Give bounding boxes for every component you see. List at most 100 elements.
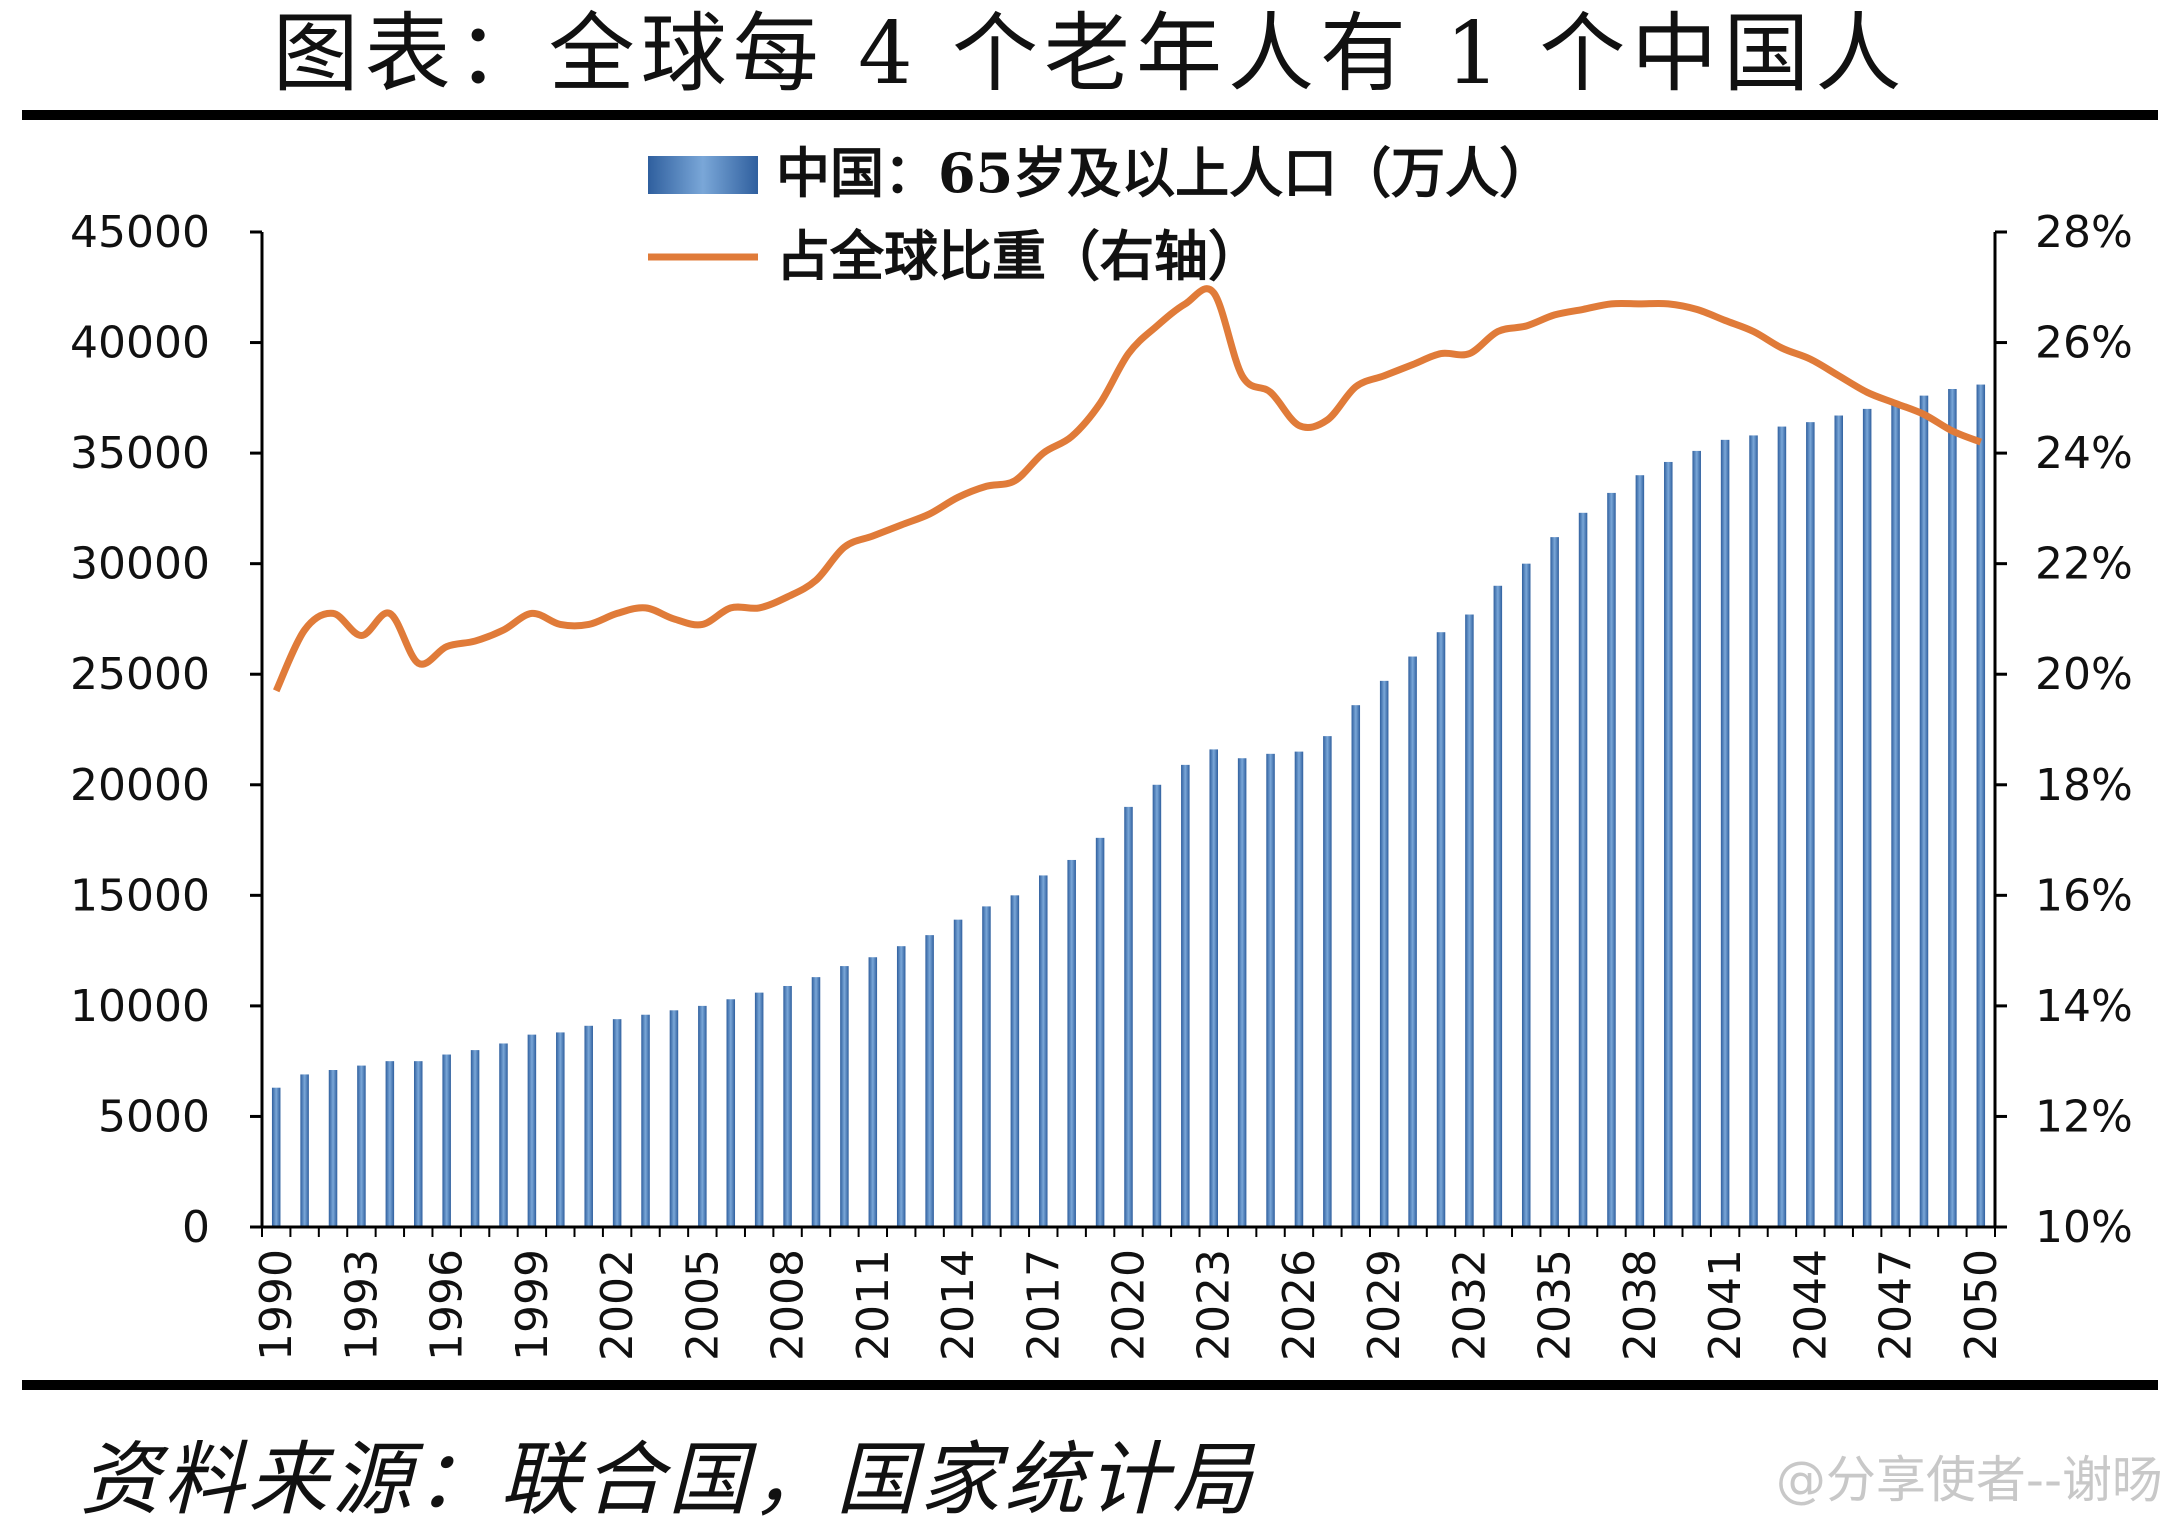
chart-title: 图表：全球每 4 个老年人有 1 个中国人 bbox=[272, 4, 1908, 104]
left-axis-tick-label: 15000 bbox=[70, 870, 210, 921]
x-axis-tick-label: 2032 bbox=[1444, 1249, 1495, 1361]
bar bbox=[1181, 764, 1190, 1227]
right-axis-tick-label: 26% bbox=[2035, 318, 2133, 369]
bar bbox=[783, 985, 792, 1227]
x-axis-tick-label: 2026 bbox=[1274, 1249, 1325, 1361]
x-axis-tick-label: 1993 bbox=[336, 1249, 387, 1361]
bar bbox=[584, 1025, 593, 1227]
left-axis-tick-label: 0 bbox=[182, 1202, 210, 1253]
bar bbox=[1550, 537, 1559, 1227]
bar bbox=[442, 1054, 451, 1227]
bar bbox=[1436, 632, 1446, 1227]
right-axis-tick-label: 16% bbox=[2035, 870, 2133, 921]
bar bbox=[556, 1032, 565, 1227]
left-axis-tick-label: 25000 bbox=[70, 649, 210, 700]
bar bbox=[641, 1014, 650, 1227]
x-axis-tick-label: 2017 bbox=[1018, 1249, 1069, 1361]
bar bbox=[1039, 875, 1048, 1227]
bar bbox=[1408, 656, 1417, 1227]
left-axis-tick-label: 30000 bbox=[70, 539, 210, 590]
bar bbox=[1010, 895, 1020, 1227]
legend-bar-swatch bbox=[648, 156, 758, 194]
bar bbox=[328, 1070, 338, 1227]
source-note: 资料来源：联合国，国家统计局 bbox=[80, 1433, 1256, 1526]
bar bbox=[1749, 435, 1758, 1227]
bar bbox=[1237, 758, 1247, 1227]
bar bbox=[499, 1043, 508, 1227]
x-axis-tick-label: 2041 bbox=[1700, 1249, 1751, 1361]
bar bbox=[868, 957, 878, 1227]
bar bbox=[413, 1061, 423, 1227]
bar bbox=[612, 1019, 622, 1227]
bar bbox=[1465, 614, 1474, 1227]
bar bbox=[1834, 415, 1844, 1227]
bar bbox=[1919, 395, 1929, 1228]
bar bbox=[1152, 784, 1162, 1227]
bar bbox=[726, 999, 736, 1227]
right-axis-tick-label: 10% bbox=[2035, 1202, 2133, 1253]
bar bbox=[811, 977, 821, 1227]
x-axis-tick-label: 2008 bbox=[763, 1249, 814, 1361]
right-axis-tick-label: 28% bbox=[2035, 207, 2133, 258]
x-axis-tick-label: 2014 bbox=[933, 1249, 984, 1361]
x-axis-tick-label: 1999 bbox=[507, 1249, 558, 1361]
x-axis-tick-label: 2038 bbox=[1615, 1249, 1666, 1361]
bar bbox=[1124, 806, 1133, 1227]
bar bbox=[1806, 422, 1815, 1228]
bar bbox=[470, 1050, 480, 1227]
bar bbox=[982, 906, 991, 1227]
bar bbox=[357, 1065, 366, 1227]
bar bbox=[925, 935, 934, 1227]
bar bbox=[1521, 563, 1531, 1227]
bar bbox=[1976, 384, 1986, 1228]
x-axis-tick-label: 2047 bbox=[1871, 1249, 1922, 1361]
bar bbox=[1607, 492, 1616, 1227]
bar bbox=[953, 919, 963, 1227]
right-axis-tick-label: 20% bbox=[2035, 649, 2133, 700]
bar bbox=[1948, 388, 1957, 1227]
left-axis-tick-label: 10000 bbox=[70, 981, 210, 1032]
bar bbox=[1578, 512, 1588, 1227]
x-axis-tick-label: 2044 bbox=[1785, 1249, 1836, 1361]
left-axis-tick-label: 5000 bbox=[98, 1091, 210, 1142]
left-axis-tick-label: 40000 bbox=[70, 318, 210, 369]
chart: 0 5000 10000 15000 20000 25000 30000 35000 40000… bbox=[70, 141, 2133, 1361]
bar bbox=[1266, 753, 1275, 1227]
bar bbox=[271, 1087, 281, 1227]
left-axis-tick-label: 20000 bbox=[70, 760, 210, 811]
left-axis-tick-label: 35000 bbox=[70, 428, 210, 479]
legend-bar-label: 中国：65岁及以上人口（万人） bbox=[776, 141, 1553, 205]
bar bbox=[754, 992, 764, 1227]
bar bbox=[1294, 751, 1304, 1227]
x-axis-tick-label: 2005 bbox=[677, 1249, 728, 1361]
bar bbox=[1209, 749, 1218, 1227]
bar bbox=[385, 1061, 395, 1227]
bar bbox=[669, 1010, 679, 1227]
x-axis-tick-label: 2002 bbox=[592, 1249, 643, 1361]
left-axis-tick-label: 45000 bbox=[70, 207, 210, 258]
right-axis-tick-label: 14% bbox=[2035, 981, 2133, 1032]
plot-area: 0 5000 10000 15000 20000 25000 30000 35000 40000… bbox=[70, 207, 2133, 1361]
legend: 中国：65岁及以上人口（万人） 占全球比重（右轴） bbox=[648, 141, 1553, 288]
x-axis-tick-label: 2035 bbox=[1530, 1249, 1581, 1361]
bar bbox=[1323, 736, 1332, 1227]
bar bbox=[1664, 461, 1673, 1227]
right-axis-tick-label: 24% bbox=[2035, 428, 2133, 479]
bottom-divider bbox=[22, 1380, 2158, 1390]
bar bbox=[1692, 450, 1701, 1227]
bar bbox=[698, 1005, 707, 1227]
right-axis-tick-label: 12% bbox=[2035, 1091, 2133, 1142]
share-line bbox=[273, 285, 1983, 693]
watermark: @分享使者--谢旸 bbox=[1775, 1451, 2162, 1509]
bar bbox=[896, 946, 906, 1227]
x-axis-tick-label: 2023 bbox=[1189, 1249, 1240, 1361]
legend-line-label: 占全球比重（右轴） bbox=[776, 224, 1262, 288]
bar bbox=[1379, 680, 1389, 1227]
bar bbox=[1095, 837, 1105, 1227]
bar bbox=[1067, 859, 1076, 1227]
x-axis-tick-label: 1996 bbox=[422, 1249, 473, 1361]
bar bbox=[1720, 439, 1730, 1227]
x-axis-tick-label: 2029 bbox=[1359, 1249, 1410, 1361]
right-axis-tick-label: 18% bbox=[2035, 760, 2133, 811]
x-axis-tick-label: 2050 bbox=[1956, 1249, 2007, 1361]
